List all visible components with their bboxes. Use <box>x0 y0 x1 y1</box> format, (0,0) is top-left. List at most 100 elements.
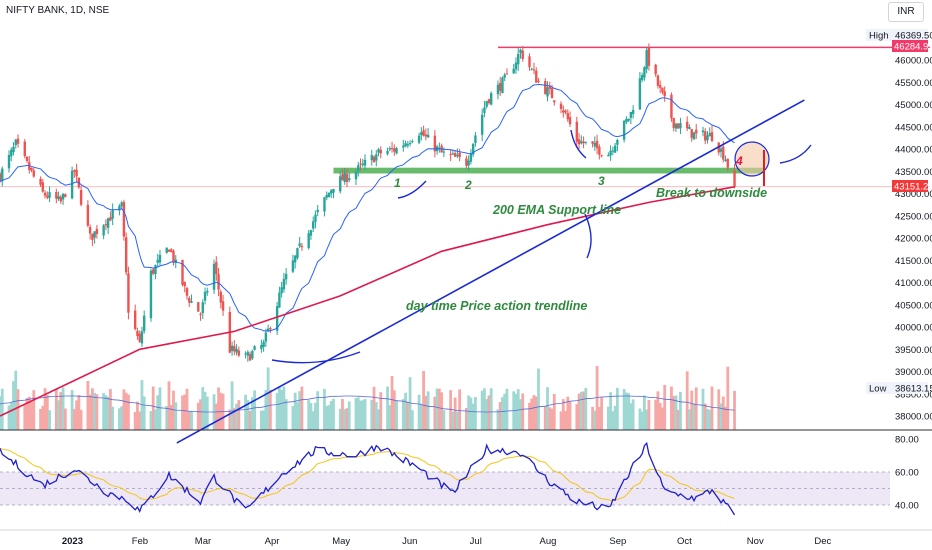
volume-bar <box>676 409 680 430</box>
candle-body <box>359 163 362 165</box>
candle-body <box>296 248 299 259</box>
candle-body <box>625 119 628 123</box>
candle-body <box>593 142 597 147</box>
touch-label-2: 2 <box>464 178 472 192</box>
candle-body <box>127 273 130 313</box>
volume-bar <box>453 397 457 430</box>
trendline-label: day time Price action trendline <box>406 299 587 313</box>
candle-body <box>118 205 121 211</box>
volume-bar <box>419 403 423 430</box>
candle-body <box>647 47 651 66</box>
candle-body <box>14 139 17 146</box>
candle-body <box>677 123 680 129</box>
candle-body <box>311 221 315 229</box>
volume-bar <box>118 408 121 430</box>
candle-body <box>722 146 725 160</box>
last-price: 43151.20 <box>894 182 932 193</box>
candle-body <box>203 291 207 301</box>
currency-selector[interactable]: INR <box>888 2 924 22</box>
candle-body <box>293 255 297 263</box>
price-tick-label: 40500.00 <box>895 300 932 311</box>
volume-bar <box>654 399 658 430</box>
time-tick-label: Dec <box>814 536 831 547</box>
volume-bar <box>564 410 567 430</box>
volume-bar <box>102 393 106 430</box>
candle-body <box>25 156 29 162</box>
candle-body <box>503 74 506 78</box>
candle-body <box>278 292 281 308</box>
candle-body <box>16 138 20 144</box>
time-tick-label: Mar <box>195 536 211 547</box>
candle-body <box>643 67 646 78</box>
volume-bar <box>39 409 42 430</box>
volume-bar <box>674 395 678 430</box>
candle-body <box>719 148 723 152</box>
volume-bar <box>584 387 588 430</box>
volume-bar <box>656 391 660 430</box>
high-title: High <box>869 31 889 42</box>
volume-bar <box>327 405 331 430</box>
candle-body <box>215 261 218 275</box>
candle-body <box>451 153 455 155</box>
candle-body <box>393 148 396 152</box>
volume-bar <box>111 406 115 430</box>
candle-body <box>244 353 247 355</box>
candle-body <box>600 155 603 157</box>
candle-body <box>402 145 405 148</box>
candle-body <box>363 159 367 166</box>
volume-bar <box>597 407 601 430</box>
volume-bar <box>277 386 281 430</box>
candle-body <box>284 273 288 280</box>
touch-arrow-3 <box>570 129 587 159</box>
candle-body <box>124 237 128 273</box>
volume-bar <box>710 386 714 430</box>
candle-body <box>505 73 509 75</box>
candle-body <box>262 341 265 347</box>
volume-bar <box>408 377 412 430</box>
candle-body <box>188 298 191 303</box>
candle-body <box>613 145 617 153</box>
volume-bar <box>54 389 58 430</box>
volume-bar <box>75 400 79 430</box>
volume-bar <box>190 410 193 430</box>
candle-body <box>726 158 729 168</box>
candle-body <box>133 310 137 330</box>
time-tick-label: Aug <box>540 536 557 547</box>
volume-bar <box>268 389 272 430</box>
volume-bar <box>282 386 286 430</box>
rsi-tick-label: 80.00 <box>895 435 919 446</box>
candle-body <box>692 132 696 140</box>
candle-body <box>300 245 304 248</box>
volume-bar <box>9 402 13 430</box>
candle-body <box>656 75 660 86</box>
volume-bar <box>377 409 380 430</box>
volume-bar <box>548 407 552 430</box>
volume-bar <box>433 396 437 430</box>
candle-body <box>501 77 504 94</box>
price-action-trendline <box>176 99 805 444</box>
volume-bar <box>86 380 90 430</box>
candle-body <box>670 94 673 119</box>
candle-body <box>521 50 524 59</box>
volume-bar <box>543 406 547 430</box>
touch-label-1: 1 <box>394 176 401 190</box>
candle-body <box>152 269 155 274</box>
volume-bar <box>12 381 15 430</box>
volume-bar <box>629 403 633 430</box>
candle-body <box>710 132 714 141</box>
touch-label-4: 4 <box>735 154 743 168</box>
candle-body <box>316 209 319 213</box>
candle-body <box>645 50 648 70</box>
volume-bar <box>528 402 531 430</box>
time-tick-label: Apr <box>265 536 280 547</box>
candle-body <box>325 195 328 198</box>
candle-body <box>104 224 108 226</box>
candle-body <box>57 196 60 200</box>
candle-body <box>93 231 96 238</box>
volume-bar <box>232 407 236 430</box>
candle-body <box>55 192 58 199</box>
low-title: Low <box>869 384 887 395</box>
candle-body <box>609 150 612 156</box>
volume-bar <box>316 391 320 430</box>
